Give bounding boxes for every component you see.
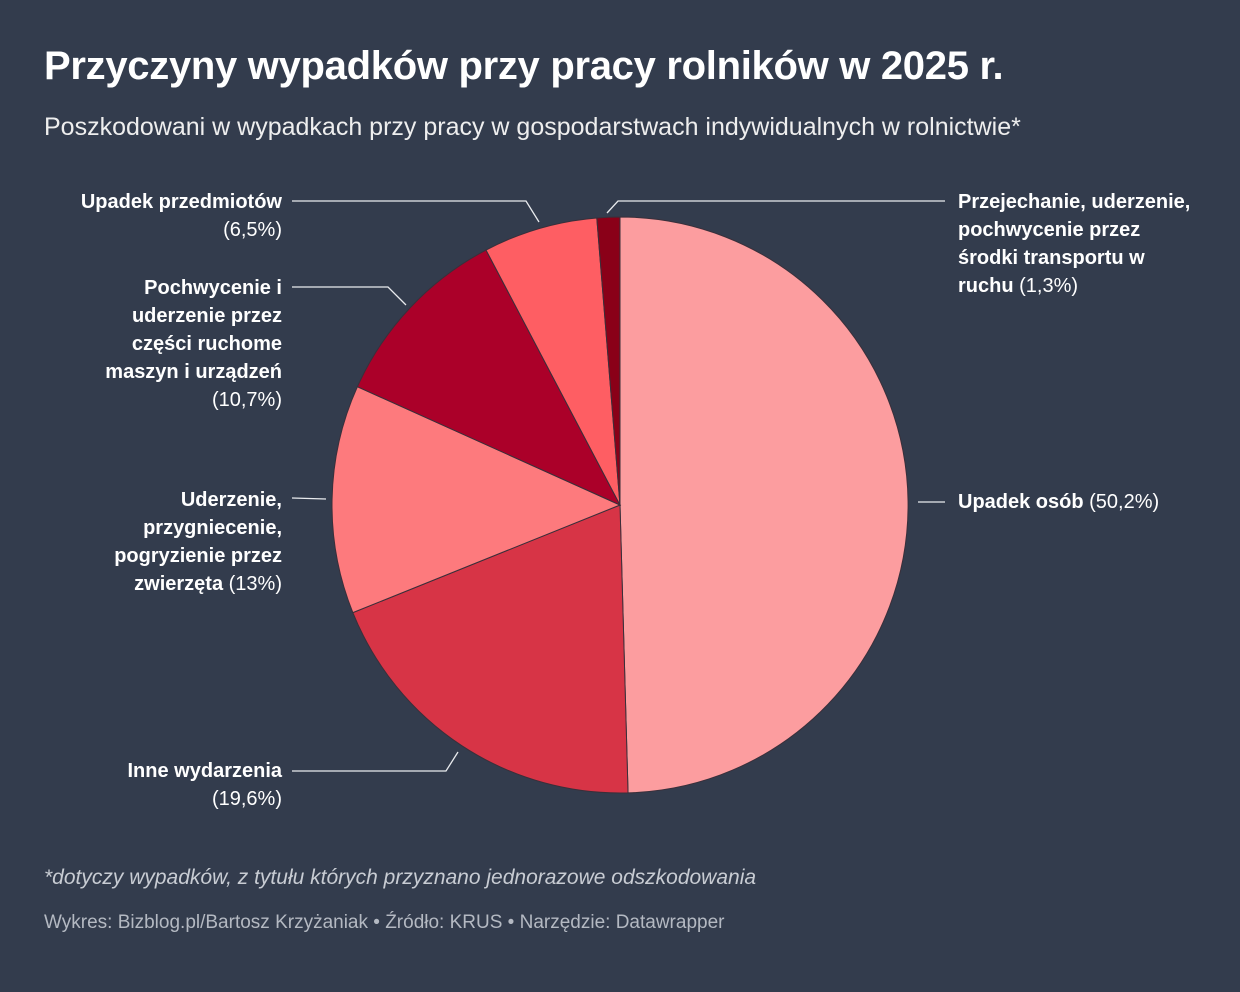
pie-slice-5 [596, 216, 621, 506]
label-name: Upadek osób [958, 491, 1084, 513]
chart-subtitle: Poszkodowani w wypadkach przy pracy w go… [44, 113, 1021, 141]
leader-line-1 [292, 751, 459, 772]
pie-slice-3 [356, 249, 622, 507]
leader-line-4 [292, 200, 540, 223]
leader-line-5 [606, 200, 945, 214]
footnote: *dotyczy wypadków, z tytułu których przy… [44, 866, 757, 889]
pie-slice-1 [352, 504, 629, 794]
label-value: (50,2%) [1089, 491, 1160, 513]
label-upadek-przedmiotow: Upadek przedmiotów (6,5%) [22, 188, 282, 244]
label-name: Inne wydarzenia [127, 760, 283, 782]
source-credits: Wykres: Bizblog.pl/Bartosz Krzyżaniak • … [44, 912, 725, 933]
label-name: Uderzenie, przygniecenie, pogryzienie pr… [114, 489, 282, 595]
label-value: (1,3%) [1019, 275, 1079, 297]
label-name: Pochwycenie i uderzenie przez części ruc… [105, 277, 282, 383]
label-value: (10,7%) [211, 389, 282, 411]
label-maszyny: Pochwycenie i uderzenie przez części ruc… [67, 274, 282, 414]
label-upadek-osob: Upadek osób (50,2%) [958, 488, 1159, 516]
leader-line-3 [292, 286, 407, 306]
label-value: (13%) [228, 573, 282, 595]
leader-line-2 [291, 497, 327, 500]
chart-title: Przyczyny wypadków przy pracy rolników w… [44, 44, 1004, 88]
label-value: (6,5%) [223, 219, 282, 241]
label-zwierzeta: Uderzenie, przygniecenie, pogryzienie pr… [57, 486, 282, 598]
label-name: Upadek przedmiotów [80, 191, 282, 213]
label-value: (19,6%) [211, 788, 282, 810]
pie-slice-0 [619, 216, 909, 794]
label-name: Przejechanie, uderzenie, pochwycenie prz… [958, 191, 1191, 297]
label-transport: Przejechanie, uderzenie, pochwycenie prz… [958, 188, 1193, 300]
pie-slice-4 [485, 217, 621, 506]
label-inne-wydarzenia: Inne wydarzenia (19,6%) [22, 757, 283, 813]
pie-slice-2 [331, 386, 622, 614]
